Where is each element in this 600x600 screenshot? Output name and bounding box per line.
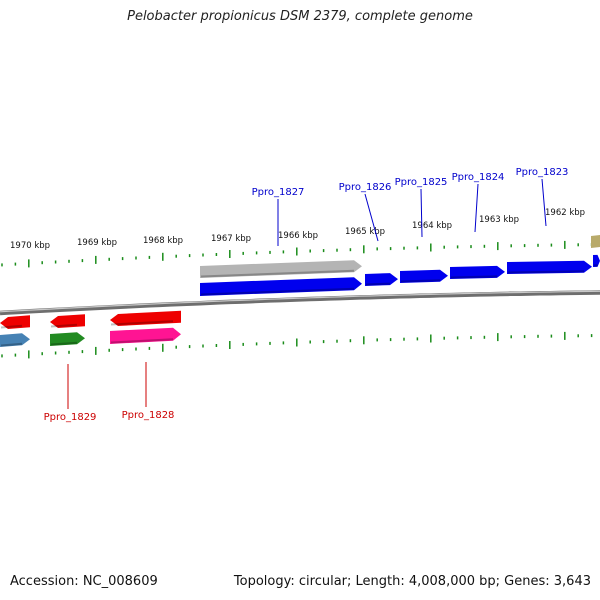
scale-tick-label: 1963 kbp bbox=[479, 215, 519, 225]
genome-backbone bbox=[0, 290, 600, 316]
gene-leader-line bbox=[541, 178, 547, 227]
scale-ticks bbox=[1, 240, 593, 359]
scale-tick-label: 1962 kbp bbox=[545, 208, 585, 218]
gene-label-forward[interactable]: Ppro_1826 bbox=[339, 182, 392, 193]
gene-labels: Ppro_1827 Ppro_1826 Ppro_1825 Ppro_1824 Ppro… bbox=[44, 167, 569, 423]
gene-arrow-ppro-1828-shade bbox=[110, 338, 174, 344]
gene-arrow-ppro-1828-red-shade bbox=[110, 320, 174, 326]
scale-labels: 1970 kbp 1969 kbp 1968 kbp 1967 kbp 1966 kbp… bbox=[10, 208, 585, 251]
gene-arrow-ppro-1829[interactable] bbox=[50, 332, 85, 346]
gene-leader-line bbox=[474, 183, 479, 233]
gene-label-reverse[interactable]: Ppro_1828 bbox=[122, 410, 175, 421]
gene-arrow-ppro-1826-shade bbox=[365, 282, 391, 286]
backbone-highlight bbox=[0, 290, 600, 313]
feature-gray-shade bbox=[200, 269, 355, 278]
gene-arrow-ppro-1829-red[interactable] bbox=[50, 314, 85, 328]
gene-arrow-ppro-1827[interactable] bbox=[200, 277, 362, 296]
scale-tick-label: 1964 kbp bbox=[412, 221, 452, 231]
feature-steelblue[interactable] bbox=[0, 333, 30, 347]
feature-gray[interactable] bbox=[200, 260, 362, 278]
backbone-line bbox=[0, 290, 600, 316]
scale-tick-label: 1969 kbp bbox=[77, 238, 117, 248]
gene-arrow-ppro-1825-shade bbox=[400, 279, 441, 283]
scale-tick-label: 1965 kbp bbox=[345, 227, 385, 237]
gene-arrow-ppro-1823-shade bbox=[507, 270, 585, 274]
gene-arrow-ppro-1824[interactable] bbox=[450, 265, 505, 279]
accession-text: Accession: NC_008609 bbox=[10, 574, 158, 589]
gene-label-forward[interactable]: Ppro_1827 bbox=[252, 187, 305, 198]
gene-arrow-ppro-1828[interactable] bbox=[110, 327, 181, 344]
gene-label-reverse[interactable]: Ppro_1829 bbox=[44, 412, 97, 423]
gene-features bbox=[0, 235, 600, 347]
gene-arrow-ppro-1829-shade bbox=[50, 341, 78, 346]
map-title: Pelobacter propionicus DSM 2379, complet… bbox=[127, 9, 473, 24]
scale-tick-label: 1970 kbp bbox=[10, 241, 50, 251]
gene-arrow-ppro-1828-red[interactable] bbox=[110, 310, 181, 326]
gene-label-forward[interactable]: Ppro_1823 bbox=[516, 167, 569, 178]
gene-label-forward[interactable]: Ppro_1824 bbox=[452, 172, 505, 183]
gene-arrow-left-red-shade bbox=[0, 324, 23, 329]
gene-arrow-ppro-1826[interactable] bbox=[365, 273, 398, 286]
gene-arrow-ppro-1823[interactable] bbox=[507, 260, 592, 274]
gene-arrow-next[interactable] bbox=[593, 254, 600, 267]
scale-tick-label: 1966 kbp bbox=[278, 231, 318, 241]
feature-khaki[interactable] bbox=[591, 235, 600, 248]
gene-label-forward[interactable]: Ppro_1825 bbox=[395, 177, 448, 188]
feature-steelblue-shade bbox=[0, 342, 23, 347]
gene-leader-line bbox=[364, 193, 379, 242]
gene-leader-line bbox=[420, 188, 423, 238]
scale-tick-label: 1968 kbp bbox=[143, 236, 183, 246]
genome-summary-text: Topology: circular; Length: 4,008,000 bp… bbox=[233, 574, 591, 589]
gene-arrow-ppro-1824-shade bbox=[450, 275, 498, 279]
gene-arrow-ppro-1827-shade bbox=[200, 287, 355, 296]
scale-tick-label: 1967 kbp bbox=[211, 234, 251, 244]
gene-arrow-ppro-1825[interactable] bbox=[400, 269, 448, 283]
gene-arrow-ppro-1829-red-shade bbox=[50, 323, 78, 328]
gene-arrow-left-red[interactable] bbox=[0, 315, 30, 329]
